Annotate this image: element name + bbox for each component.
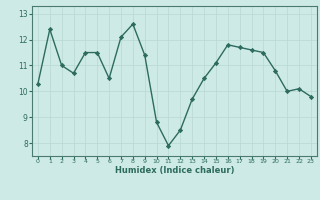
X-axis label: Humidex (Indice chaleur): Humidex (Indice chaleur) (115, 166, 234, 175)
